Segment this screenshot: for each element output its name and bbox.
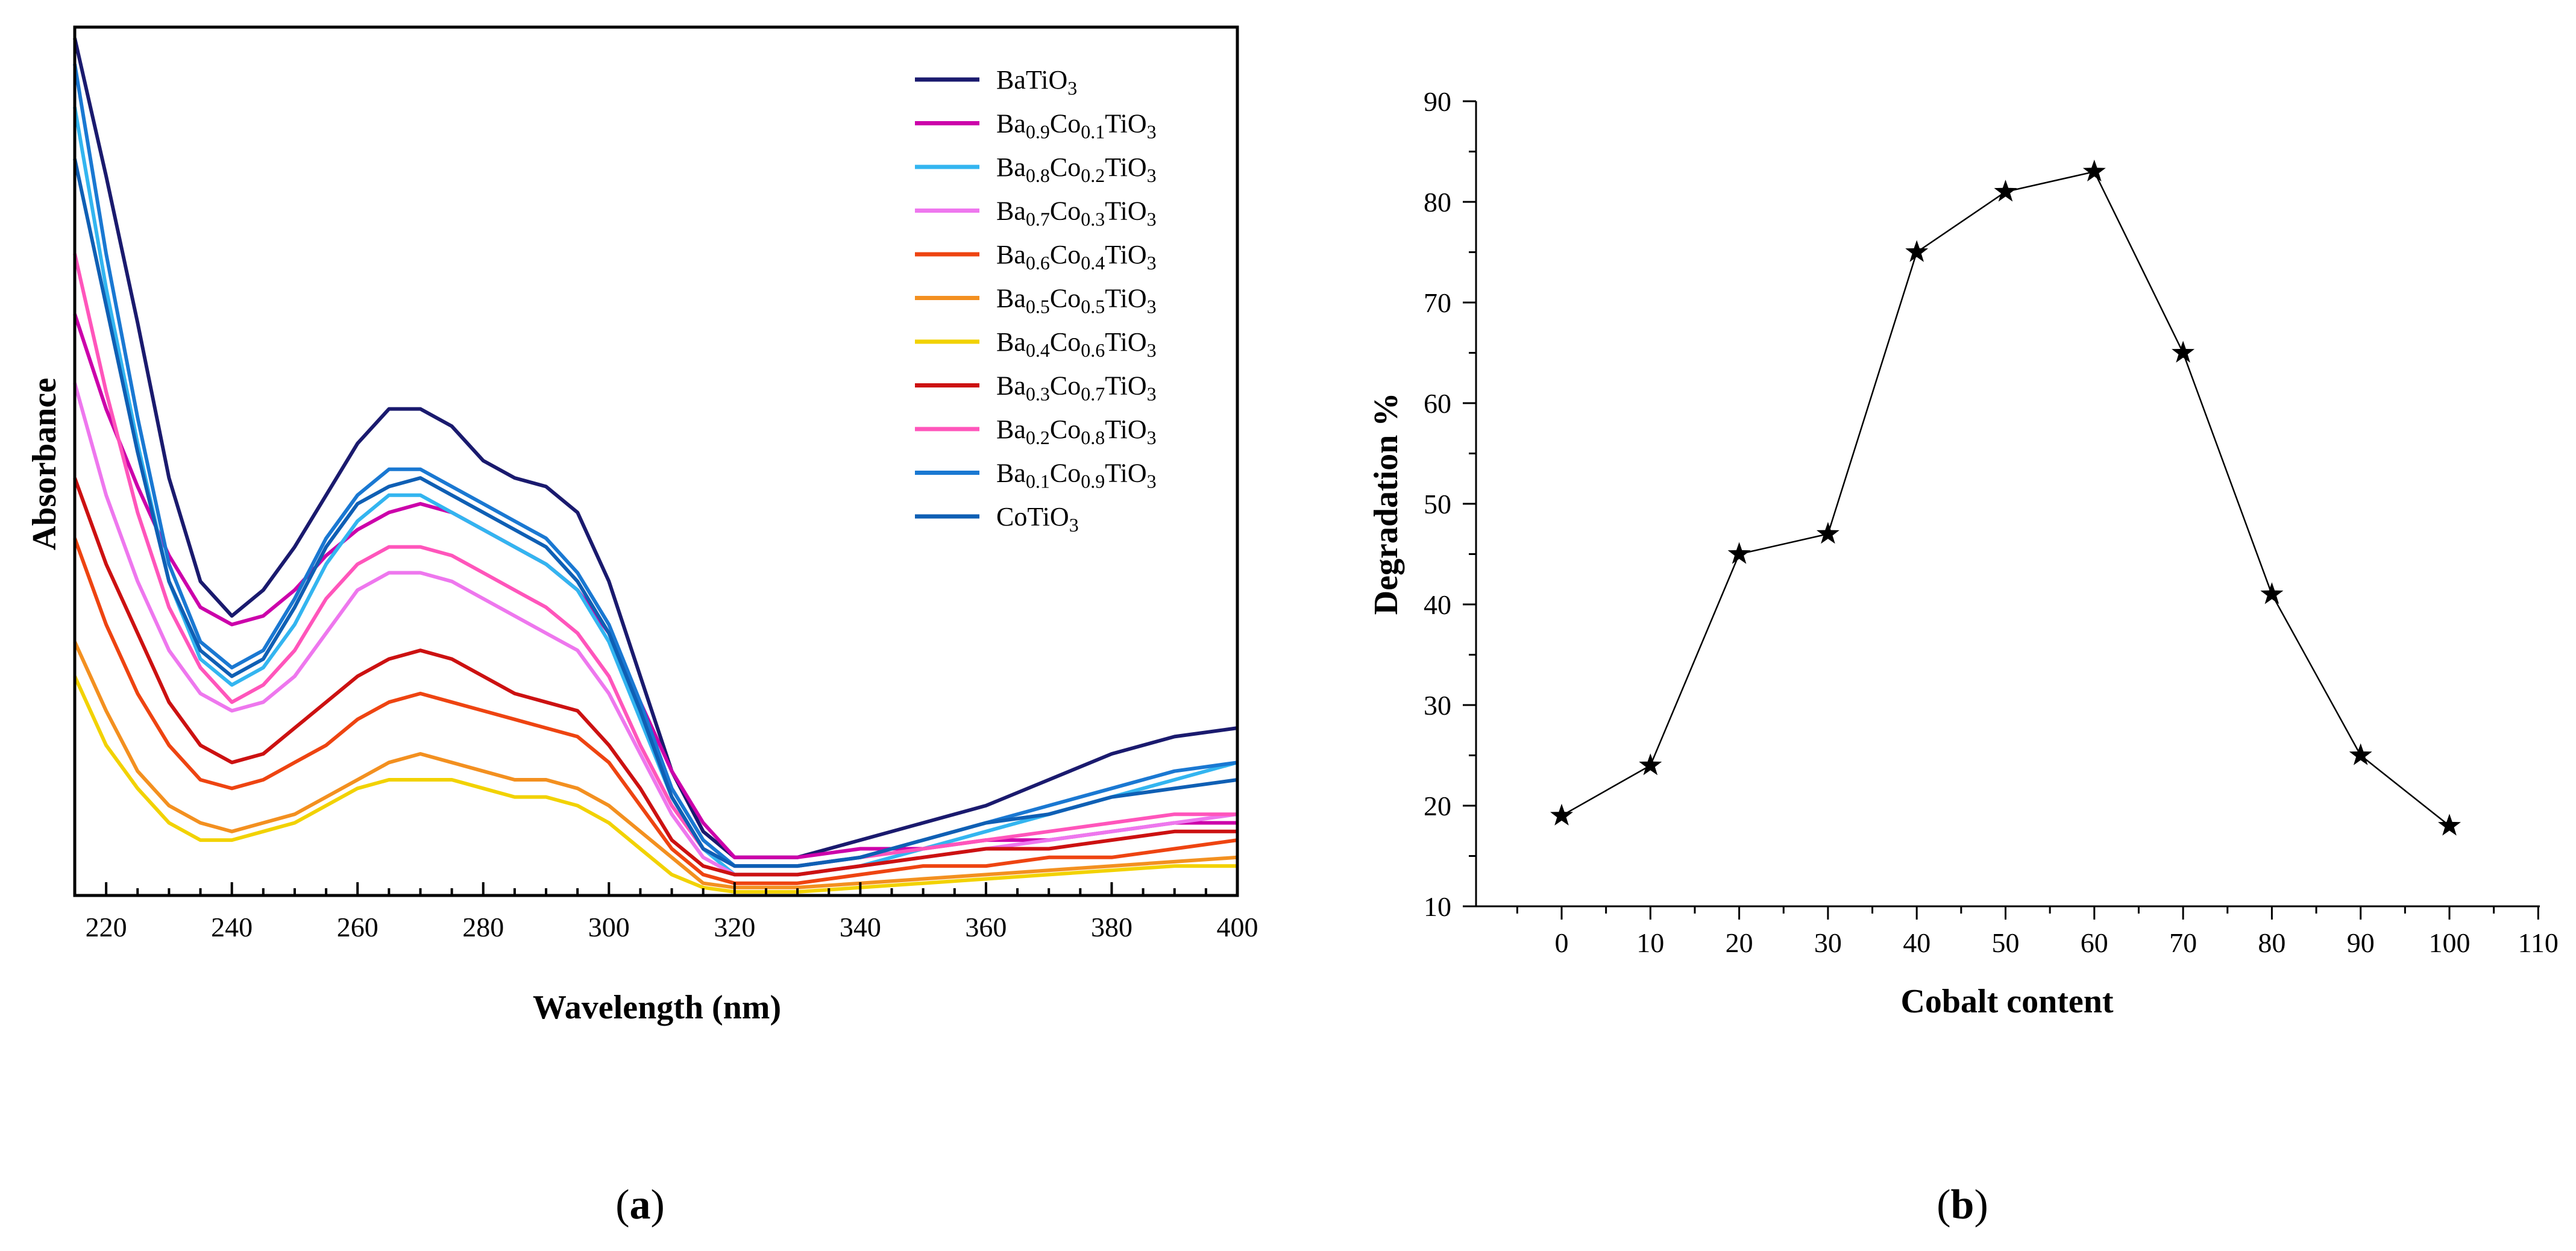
x-tick-label: 380 (1091, 912, 1132, 942)
x-tick-label: 260 (337, 912, 379, 942)
data-point-star-icon (1905, 240, 1929, 262)
x-tick-label: 100 (2429, 927, 2471, 958)
x-tick-label: 300 (588, 912, 630, 942)
x-tick-label: 20 (1726, 927, 1753, 958)
legend-label: Ba0.7​Co0.3​TiO3​ (996, 196, 1157, 230)
data-point-star-icon (2082, 159, 2106, 182)
y-tick-label: 50 (1424, 489, 1451, 519)
series-line-ba0-2co0-8tio3 (73, 253, 1237, 868)
x-tick-label: 50 (1992, 927, 2020, 958)
absorbance-plot-frame (73, 25, 1239, 897)
legend-item-ba0-1co0-9tio3: Ba0.1​Co0.9​TiO3​ (915, 459, 1157, 492)
series-line-cotio3 (73, 158, 1238, 868)
legend-label: Ba0.9​Co0.1​TiO3​ (996, 109, 1157, 143)
x-tick-label: 80 (2258, 927, 2285, 958)
legend-label: Ba0.3​Co0.7​TiO3​ (996, 371, 1157, 405)
data-point-star-icon (1639, 753, 1662, 776)
data-point-star-icon (1816, 522, 1839, 544)
y-tick-label: 20 (1424, 791, 1451, 821)
absorbance-legend: BaTiO3​ Ba0.9​Co0.1​TiO3​ Ba0.8​Co0.2​TiO3… (915, 65, 1157, 536)
legend-label: Ba0.6​Co0.4​TiO3​ (996, 240, 1157, 274)
x-tick-label: 400 (1217, 912, 1258, 942)
x-tick-label: 90 (2347, 927, 2375, 958)
x-tick-label: 320 (714, 912, 755, 942)
legend-item-ba0-4co0-6tio3: Ba0.4​Co0.6​TiO3​ (915, 327, 1157, 361)
legend-item-ba0-5co0-5tio3: Ba0.5​Co0.5​TiO3​ (915, 284, 1157, 318)
degradation-x-axis-title: Cobalt content (1900, 983, 2113, 1020)
x-tick-label: 70 (2169, 927, 2197, 958)
x-tick-label: 280 (462, 912, 504, 942)
degradation-y-axis-title: Degradation % (1368, 393, 1405, 615)
x-tick-label: 30 (1814, 927, 1842, 958)
y-tick-label: 10 (1424, 891, 1451, 922)
degradation-chart: 0 10 20 30 40 50 60 70 80 90 100 110 10 20 30 40 50 60 70 8… (1368, 86, 2559, 1228)
x-tick-label: 0 (1555, 927, 1569, 958)
absorbance-x-axis: 220 240 260 280 300 320 340 360 380 400 (86, 882, 1258, 942)
y-tick-label: 40 (1424, 589, 1451, 620)
legend-label: Ba0.1​Co0.9​TiO3​ (996, 459, 1157, 492)
data-point-star-icon (1727, 542, 1751, 564)
legend-label: Ba0.4​Co0.6​TiO3​ (996, 327, 1157, 361)
legend-item-ba0-8co0-2tio3: Ba0.8​Co0.2​TiO3​ (915, 152, 1157, 186)
legend-item-ba0-2co0-8tio3: Ba0.2​Co0.8​TiO3​ (915, 415, 1157, 448)
y-tick-label: 70 (1424, 287, 1451, 318)
y-tick-label: 60 (1424, 388, 1451, 419)
x-tick-label: 240 (211, 912, 253, 942)
data-point-star-icon (2172, 340, 2195, 363)
degradation-line (1561, 171, 2450, 827)
series-line-ba0-6co0-4tio3 (73, 538, 1238, 885)
data-point-star-icon (2260, 582, 2284, 604)
x-tick-label: 340 (840, 912, 881, 942)
legend-label: BaTiO3​ (996, 65, 1077, 99)
x-tick-label: 10 (1636, 927, 1664, 958)
degradation-axes-ticks: 0 10 20 30 40 50 60 70 80 90 100 110 10 20 30 40 50 60 70 8… (1424, 86, 2559, 958)
legend-item-ba0-7co0-3tio3: Ba0.7​Co0.3​TiO3​ (915, 196, 1157, 230)
x-tick-label: 220 (86, 912, 127, 942)
series-line-ba0-3co0-7tio3 (73, 477, 1237, 877)
absorbance-y-axis-title: Absorbance (26, 378, 63, 550)
data-point-star-icon (2438, 814, 2461, 836)
absorbance-x-axis-title: Wavelength (nm) (533, 989, 781, 1026)
legend-label: Ba0.2​Co0.8​TiO3​ (996, 415, 1157, 448)
legend-item-batio3: BaTiO3​ (915, 65, 1077, 99)
series-line-ba0-4co0-6tio3 (73, 676, 1237, 894)
degradation-series-group (1550, 159, 2461, 836)
legend-item-cotio3: CoTiO3​ (915, 502, 1079, 536)
y-tick-label: 90 (1424, 86, 1451, 117)
legend-label: Ba0.8​Co0.2​TiO3​ (996, 152, 1157, 186)
legend-item-ba0-9co0-1tio3: Ba0.9​Co0.1​TiO3​ (915, 109, 1157, 143)
absorbance-series-group (73, 37, 1238, 894)
panel-b-label: (b) (1937, 1182, 1988, 1228)
series-line-batio3 (73, 37, 1238, 859)
legend-item-ba0-3co0-7tio3: Ba0.3​Co0.7​TiO3​ (915, 371, 1157, 405)
data-point-star-icon (1550, 803, 1573, 826)
x-tick-label: 40 (1903, 927, 1930, 958)
y-tick-label: 30 (1424, 690, 1451, 721)
panel-a-label: (a) (615, 1182, 665, 1228)
y-tick-label: 80 (1424, 187, 1451, 218)
series-line-ba0-5co0-5tio3 (73, 641, 1238, 889)
data-point-star-icon (1994, 180, 2017, 202)
x-tick-label: 110 (2518, 927, 2559, 958)
legend-label: Ba0.5​Co0.5​TiO3​ (996, 284, 1157, 318)
legend-label: CoTiO3​ (996, 502, 1079, 536)
x-tick-label: 360 (965, 912, 1007, 942)
legend-item-ba0-6co0-4tio3: Ba0.6​Co0.4​TiO3​ (915, 240, 1157, 274)
x-tick-label: 60 (2081, 927, 2108, 958)
data-point-star-icon (2349, 743, 2372, 765)
